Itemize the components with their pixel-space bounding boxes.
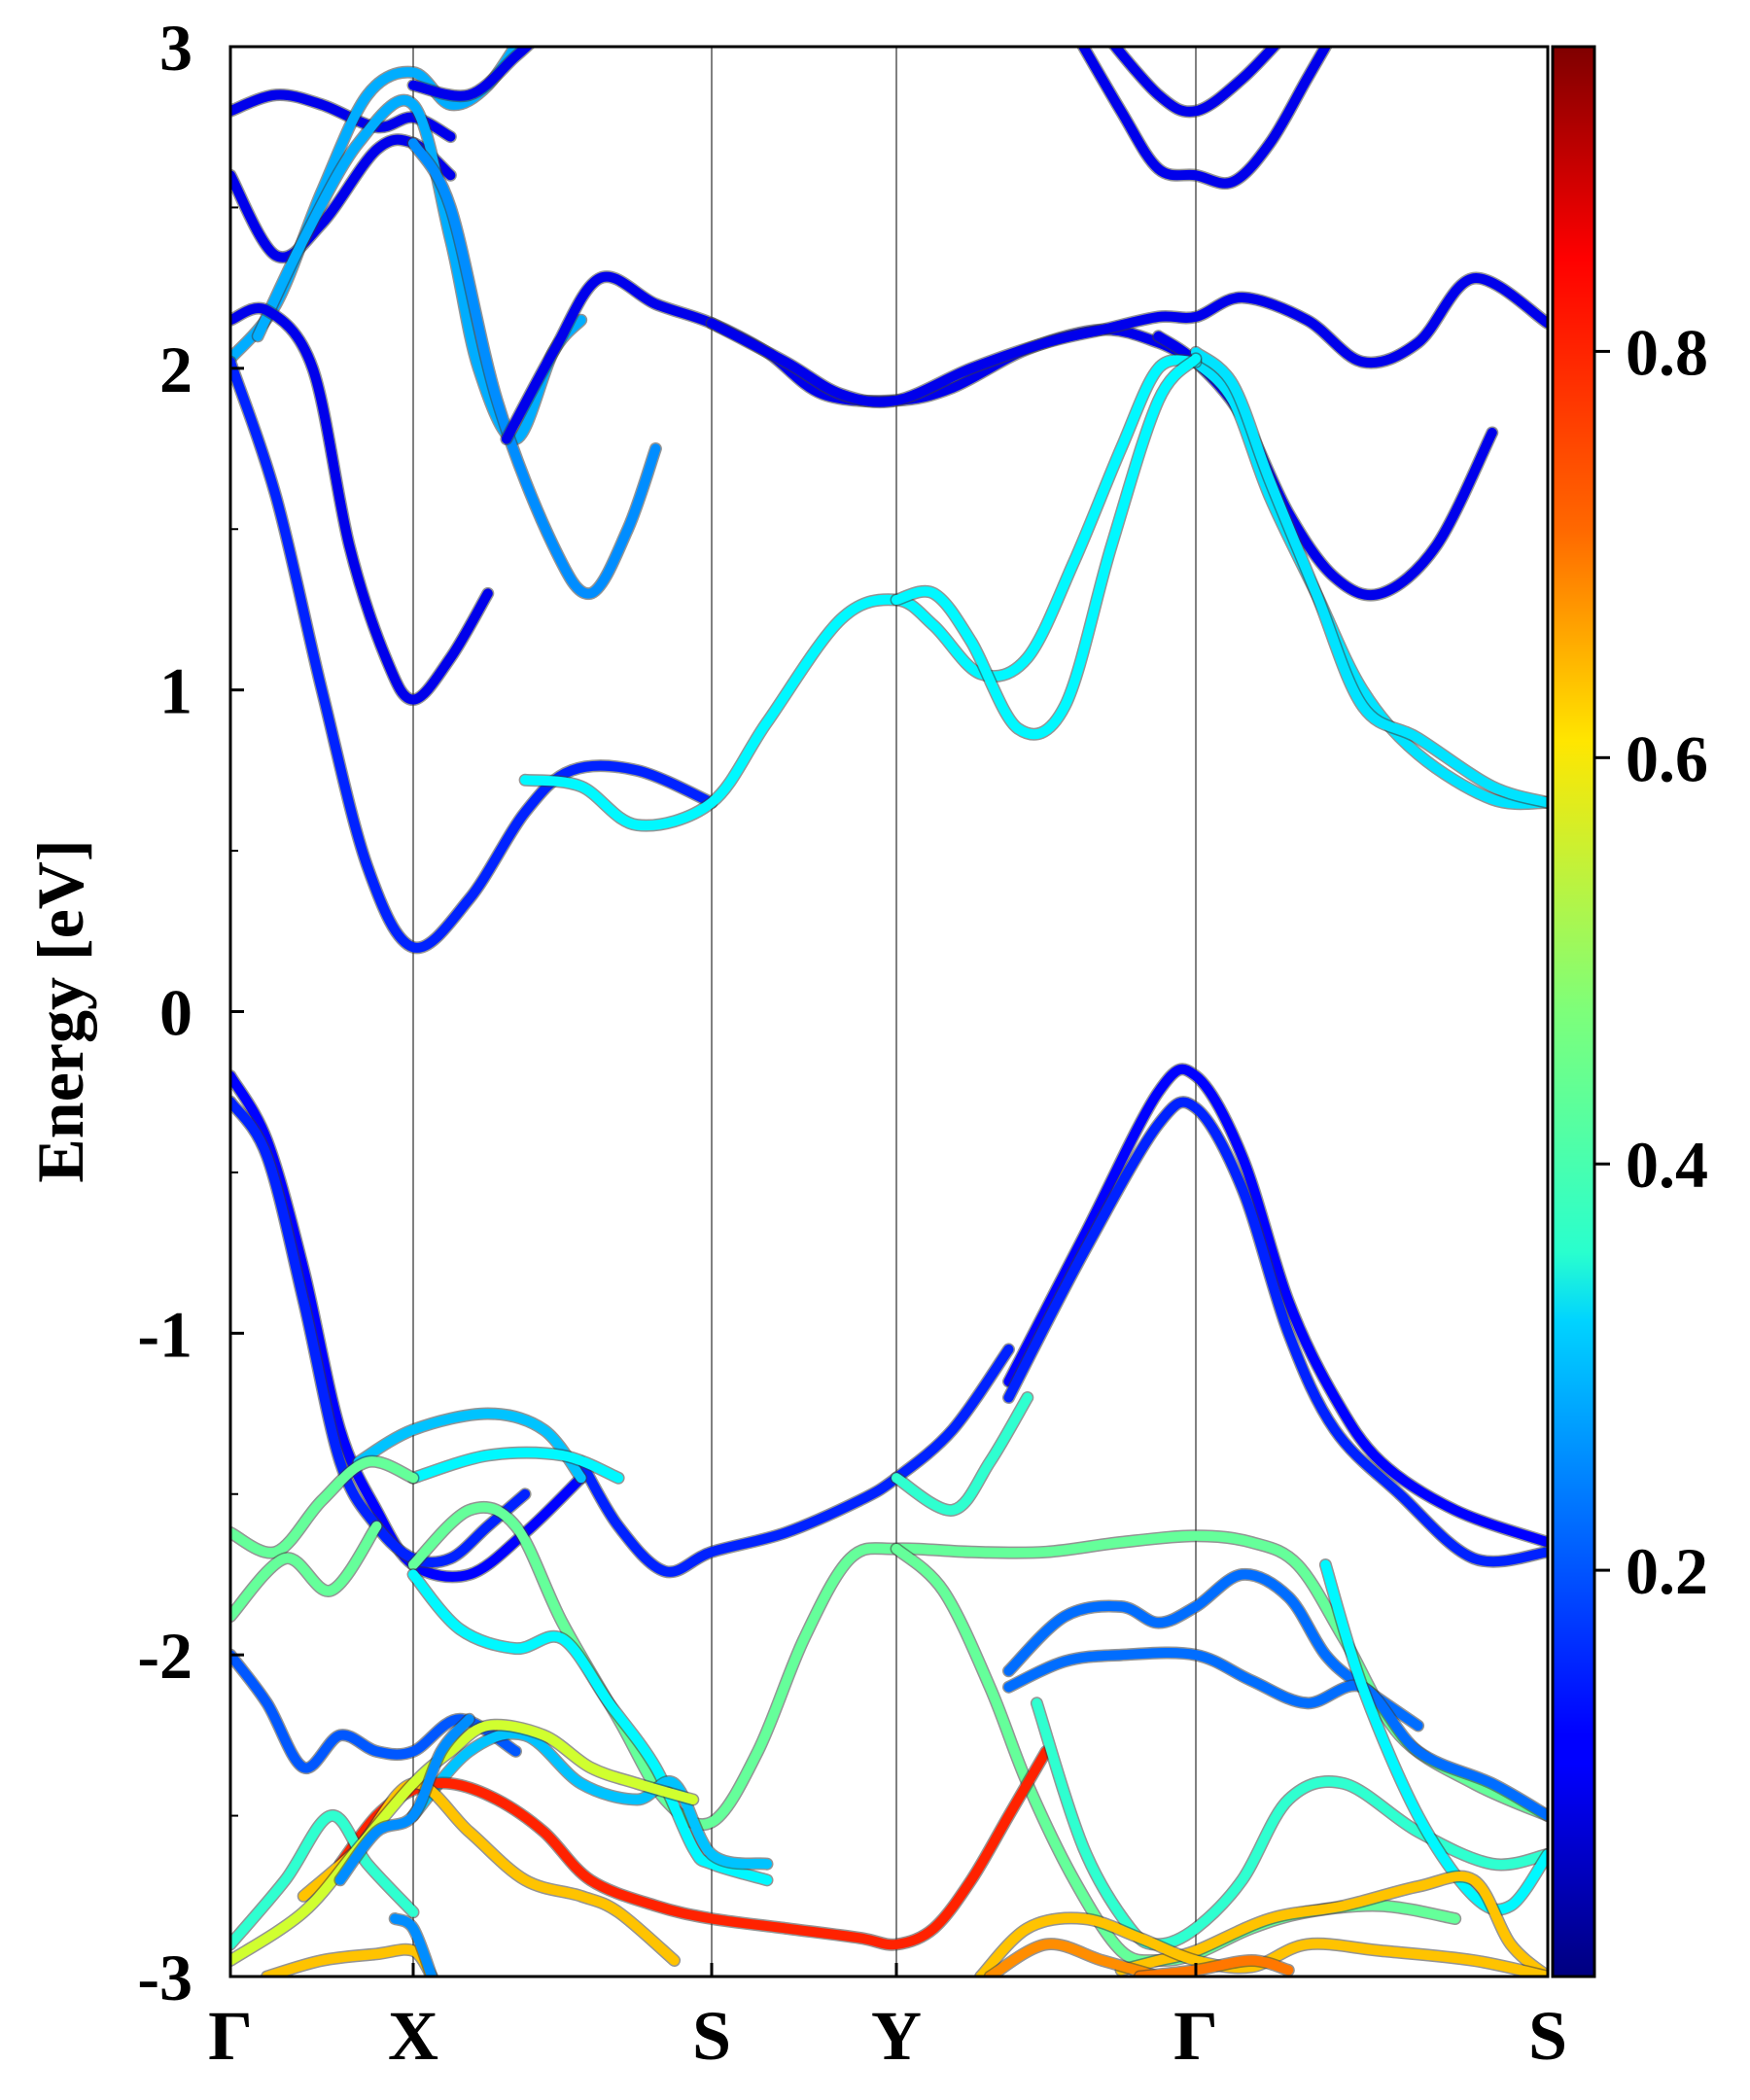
band-curve: [1108, 47, 1280, 117]
band-curve: [408, 138, 661, 599]
y-tick-label: 0: [159, 976, 192, 1050]
colorbar-tick-label: 0.2: [1626, 1534, 1708, 1608]
band-curve: [892, 1392, 1032, 1516]
band-curve: [576, 1344, 1014, 1577]
band-curve: [230, 1720, 698, 1966]
colorbar-tick-label: 0.8: [1626, 315, 1708, 389]
colorbar-tick-label: 0.6: [1626, 721, 1708, 795]
band-curve: [1135, 1955, 1294, 1977]
y-tick-label: 2: [159, 332, 192, 406]
band-curve: [408, 1729, 772, 1870]
kpoint-label: Γ: [1173, 1997, 1218, 2075]
bands: [230, 47, 1548, 1977]
band-curve: [1077, 47, 1332, 189]
kpoint-label: S: [1528, 1997, 1567, 2075]
y-axis: 3 2 1 0 -1 -2 -3: [137, 11, 244, 2014]
band-curve: [1003, 1064, 1548, 1548]
band-curve: [230, 1810, 418, 1949]
colorbar-tick-label: 0.4: [1626, 1128, 1708, 1202]
band-curve: [230, 1521, 382, 1622]
band-curve: [1003, 1569, 1423, 1731]
y-tick-label: -3: [137, 1941, 192, 2014]
band-curve: [230, 357, 717, 953]
y-axis-label: Energy [eV]: [23, 839, 97, 1182]
band-curve: [408, 1448, 624, 1484]
band-curve: [253, 95, 586, 444]
band-curve: [230, 303, 493, 705]
band-curve: [1003, 1648, 1548, 1821]
colorbar-ticks: 0.2 0.4 0.6 0.8: [1594, 315, 1708, 1608]
kpoint-label: X: [388, 1997, 438, 2075]
kpoint-label: S: [692, 1997, 731, 2075]
band-curve: [1191, 347, 1548, 808]
band-curve: [985, 1939, 1164, 1977]
band-curve: [1003, 1097, 1548, 1567]
kpoint-label: Γ: [208, 1997, 253, 2075]
band-curve: [334, 1746, 1051, 1950]
y-tick-label: 1: [159, 654, 192, 728]
band-curve: [707, 273, 1548, 407]
band-curve: [408, 1569, 772, 1885]
band-curve: [230, 1650, 521, 1773]
kpoint-label: Y: [871, 1997, 922, 2075]
band-curve: [390, 1913, 438, 1977]
y-tick-label: -2: [137, 1619, 192, 1693]
band-curve: [1320, 1559, 1548, 1915]
y-tick-label: -1: [137, 1297, 192, 1371]
band-curve: [334, 1714, 474, 1885]
band-curve: [520, 355, 1201, 831]
y-tick-label: 3: [159, 11, 192, 85]
colorbar: [1551, 45, 1596, 1978]
band-curve: [230, 1097, 531, 1568]
band-curve: [230, 1456, 418, 1558]
band-curve: [892, 353, 1201, 740]
band-curve: [353, 1409, 586, 1484]
band-curve: [408, 47, 535, 101]
